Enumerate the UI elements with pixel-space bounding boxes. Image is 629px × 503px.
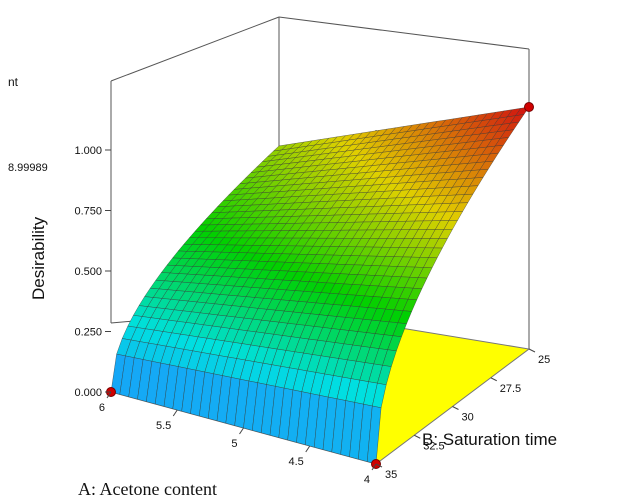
x-axis-label: A: Acetone content (78, 479, 217, 499)
y-tick-label: 35 (385, 469, 397, 481)
annotation-value: 8.99989 (8, 162, 48, 174)
z-tick-label: 0.500 (74, 266, 102, 278)
box-edge-back-top (110, 16, 280, 82)
tick-mark (239, 427, 244, 435)
tick-mark (414, 434, 421, 439)
tick-mark (490, 377, 497, 382)
z-axis-label: Desirability (29, 216, 48, 300)
x-tick-label: 4.5 (288, 456, 303, 468)
tick-mark (172, 409, 178, 417)
y-tick-label: 27.5 (500, 383, 521, 395)
x-tick-label: 4 (364, 474, 370, 486)
z-tick-label: 0.250 (74, 327, 102, 339)
tick-mark (452, 406, 459, 410)
x-tick-label: 5 (231, 438, 237, 450)
tick-mark (371, 463, 377, 471)
response-surface (110, 106, 530, 465)
y-axis-label: B: Saturation time (422, 430, 557, 449)
x-tick-label: 5.5 (156, 420, 171, 432)
tick-mark (375, 463, 383, 468)
tick-mark (528, 348, 536, 353)
y-tick-label: 25 (538, 354, 550, 366)
y-axis-ticks: 25 27.5 30 32.5 35 (375, 348, 550, 481)
box-edge-top-right (278, 16, 530, 50)
z-tick-label: 0.000 (74, 387, 102, 399)
z-tick-label: 1.000 (74, 145, 102, 157)
z-tick-label: 0.750 (74, 206, 102, 218)
tick-mark (106, 391, 112, 399)
y-tick-label: 30 (462, 412, 474, 424)
tick-mark (305, 445, 311, 453)
design-point (524, 102, 534, 112)
cut-off-label: nt (8, 75, 19, 89)
z-axis-ticks: 0.000 0.250 0.500 0.750 1.000 (74, 145, 111, 399)
x-tick-label: 6 (99, 402, 105, 414)
x-axis-ticks: 6 5.5 5 4.5 4 (99, 391, 377, 486)
y-tick-label: 32.5 (423, 440, 444, 452)
